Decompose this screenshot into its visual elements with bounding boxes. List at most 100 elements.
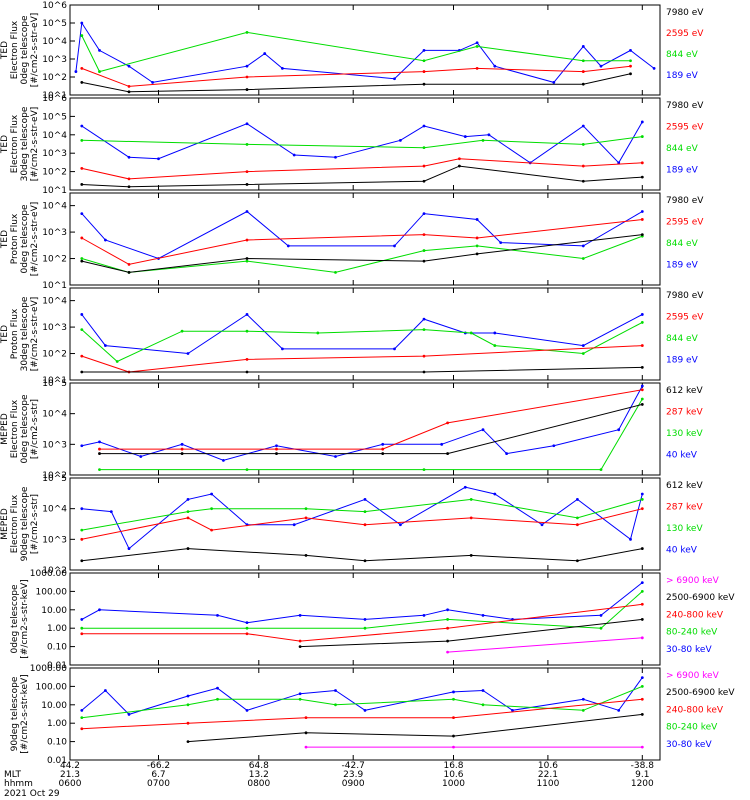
x-tick-label: 22.1	[538, 770, 558, 780]
data-point	[552, 81, 556, 84]
data-point	[292, 523, 296, 527]
series-line	[81, 366, 643, 373]
data-point	[581, 352, 585, 355]
legend-entry: 7980 eV	[666, 8, 704, 18]
data-point	[452, 697, 455, 701]
data-point	[469, 516, 473, 520]
y-axis-label: 0deg telescope	[10, 584, 20, 654]
data-point	[422, 146, 426, 150]
data-point	[381, 442, 385, 446]
legend-entry: 189 eV	[666, 261, 699, 271]
data-point	[127, 547, 131, 550]
data-point	[245, 210, 249, 213]
y-tick-label: 10^5	[42, 379, 67, 389]
series-line	[81, 582, 643, 624]
legend-entry: 130 keV	[666, 429, 703, 439]
data-point	[446, 452, 449, 455]
legend-entry: 7980 eV	[666, 196, 704, 206]
data-point	[80, 618, 84, 621]
series-line	[75, 21, 655, 83]
data-point	[98, 447, 101, 451]
data-point	[452, 716, 455, 720]
x-tick-label: 10.6	[443, 770, 463, 780]
data-point	[581, 70, 585, 73]
data-point	[422, 59, 426, 63]
data-point	[334, 703, 337, 707]
data-point	[493, 344, 497, 347]
data-point	[334, 155, 337, 159]
y-axis-label: TED	[0, 325, 10, 344]
data-point	[640, 581, 644, 585]
data-point	[422, 249, 426, 252]
data-point	[481, 138, 485, 142]
data-point	[304, 716, 308, 720]
data-point	[180, 447, 184, 451]
data-point	[245, 88, 249, 91]
y-tick-label: 10^3	[42, 228, 67, 238]
panel-frame-4	[69, 287, 661, 381]
data-point	[334, 689, 337, 692]
series-line	[81, 313, 643, 355]
data-point	[581, 344, 585, 347]
data-point	[109, 510, 113, 514]
y-tick-label: 10.00	[41, 606, 67, 616]
data-point	[80, 34, 84, 37]
data-point	[80, 21, 84, 25]
data-point	[422, 317, 426, 321]
data-point	[629, 72, 632, 76]
data-point	[304, 516, 308, 520]
data-point	[640, 590, 644, 593]
data-point	[422, 49, 426, 52]
data-point	[640, 397, 644, 401]
legend-entry: 7980 eV	[666, 291, 704, 301]
data-point	[245, 64, 249, 68]
y-axis-label: 0deg telescope	[20, 204, 30, 274]
y-axis-label: TED	[0, 230, 10, 249]
y-tick-label: 10^4	[42, 410, 67, 420]
data-point	[80, 236, 84, 240]
legend-entry: 2595 eV	[666, 29, 704, 39]
data-point	[629, 59, 632, 63]
data-point	[399, 523, 402, 527]
x-tick-label: 23.9	[343, 770, 363, 780]
series-line	[81, 321, 643, 363]
data-point	[80, 67, 84, 70]
x-tick-label: 1000	[442, 779, 465, 789]
x-tick-label: 1100	[536, 779, 559, 789]
x-tick-label: 0700	[147, 779, 170, 789]
data-point	[393, 77, 396, 81]
legend-entry: 40 keV	[666, 451, 698, 461]
data-point	[475, 45, 479, 48]
data-point	[80, 138, 84, 142]
data-point	[599, 626, 603, 630]
data-point	[104, 689, 107, 692]
y-tick-label: 10^1	[42, 91, 67, 101]
y-tick-label: 10^4	[42, 131, 67, 141]
data-point	[186, 516, 190, 520]
legend-entry: 40 keV	[666, 546, 698, 556]
data-point	[446, 626, 449, 630]
legend-entry: 844 eV	[666, 50, 699, 60]
y-axis-label: [#/cm2-s-str]	[30, 494, 40, 554]
data-point	[151, 81, 155, 84]
data-point	[511, 708, 514, 712]
data-point	[298, 645, 302, 648]
y-axis-label: 90deg telescope	[20, 486, 30, 561]
x-tick-label: 44.2	[60, 761, 80, 771]
series-line	[99, 389, 643, 450]
data-point	[581, 257, 585, 260]
x-tick-label: 16.8	[443, 761, 463, 771]
y-tick-label: 10^5	[42, 19, 67, 29]
series-line	[81, 210, 643, 260]
y-axis-label: [#/cm2-s-str-eV]	[30, 202, 40, 277]
panel-frame-2	[69, 97, 661, 191]
data-point	[245, 468, 249, 471]
data-point	[440, 442, 444, 446]
y-tick-label: 10^1	[42, 376, 67, 386]
data-point	[80, 727, 84, 731]
data-point	[210, 492, 214, 496]
data-point	[463, 485, 467, 489]
data-point	[469, 498, 473, 501]
data-point	[245, 621, 249, 625]
series-line	[81, 234, 643, 273]
